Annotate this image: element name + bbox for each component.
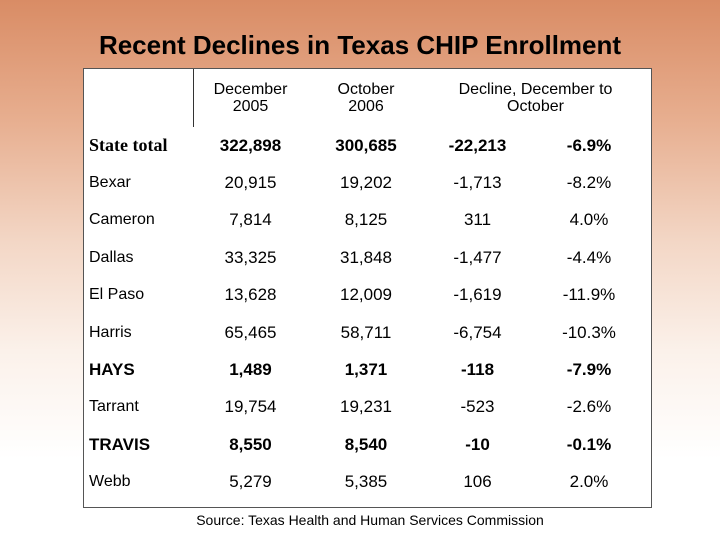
value-december: 65,465 [224,322,277,342]
value-percent: -0.1% [566,434,612,454]
header-october-line1: October [337,81,395,98]
table-row: Dallas 33,325 31,848 -1,477 -4.4% [85,239,647,276]
value-change: 311 [463,210,492,230]
value-october: 31,848 [340,247,392,267]
table-row: HAYS 1,489 1,371 -118 -7.9% [85,351,647,388]
chart-title: Recent Declines in Texas CHIP Enrollment [98,30,622,60]
value-percent: -11.9% [562,285,616,305]
row-name: HAYS [89,360,135,380]
value-december: 1,489 [229,360,272,380]
row-name: State total [89,135,168,156]
value-change: -1,619 [453,285,502,305]
value-october: 1,371 [344,360,388,380]
value-october: 5,385 [344,472,388,492]
header-october-line2: 2006 [348,98,384,115]
value-change: 106 [463,472,492,492]
value-october: 19,231 [340,397,392,417]
table-row: Cameron 7,814 8,125 311 4.0% [85,202,647,239]
table-row: Tarrant 19,754 19,231 -523 -2.6% [85,389,647,426]
value-december: 33,325 [224,247,277,267]
table-row: State total 322,898 300,685 -22,213 -6.9… [85,127,647,164]
header-december-line2: 2005 [232,98,269,115]
value-change: -10 [465,434,490,454]
table-row: Harris 65,465 58,711 -6,754 -10.3% [85,314,647,351]
header-december-line1: December [213,81,288,98]
row-name: Cameron [89,211,155,229]
value-october: 12,009 [340,285,392,305]
value-percent: -7.9% [566,360,612,380]
table-panel [83,68,652,508]
value-change: -1,477 [453,247,502,267]
value-change: -523 [460,397,495,417]
value-change: -6,754 [453,322,502,342]
value-december: 20,915 [224,173,277,193]
header-october-2006: October 2006 [308,69,424,127]
header-row: December 2005 October 2006 Decline, Dece… [85,69,647,127]
value-percent: -10.3% [562,322,616,342]
enrollment-table: December 2005 October 2006 Decline, Dece… [85,69,647,501]
table-row: TRAVIS 8,550 8,540 -10 -0.1% [85,426,647,463]
header-decline-line1: Decline, December to [458,81,613,98]
header-decline: Decline, December to October [424,69,647,127]
row-name: Bexar [89,174,131,192]
value-december: 7,814 [229,210,272,230]
source-note: Source: Texas Health and Human Services … [196,512,544,528]
row-name: El Paso [89,286,145,304]
value-change: -22,213 [448,135,507,155]
value-percent: 2.0% [569,472,609,492]
row-name: TRAVIS [89,434,151,454]
value-october: 19,202 [340,173,392,193]
row-name: Tarrant [89,398,139,416]
value-change: -1,713 [453,173,502,193]
value-percent: -4.4% [566,247,612,267]
row-name: Dallas [89,248,134,266]
value-percent: -6.9% [566,135,612,155]
value-percent: -2.6% [566,397,612,417]
value-percent: -8.2% [566,173,612,193]
value-change: -118 [460,360,495,380]
value-october: 300,685 [335,135,397,155]
table-row: Bexar 20,915 19,202 -1,713 -8.2% [85,164,647,201]
value-december: 13,628 [224,285,277,305]
header-blank [85,69,193,127]
value-december: 5,279 [229,472,272,492]
value-october: 58,711 [340,322,392,342]
table-row: Webb 5,279 5,385 106 2.0% [85,464,647,501]
value-december: 8,550 [229,434,272,454]
value-percent: 4.0% [569,210,609,230]
value-october: 8,125 [344,210,388,230]
value-december: 322,898 [219,135,282,155]
header-corner-cell [85,69,194,127]
value-december: 19,754 [224,397,277,417]
header-decline-line2: October [507,98,564,115]
row-name: Harris [89,323,132,341]
header-december-2005: December 2005 [193,69,308,127]
value-october: 8,540 [344,434,388,454]
row-name: Webb [89,473,131,491]
table-row: El Paso 13,628 12,009 -1,619 -11.9% [85,277,647,314]
